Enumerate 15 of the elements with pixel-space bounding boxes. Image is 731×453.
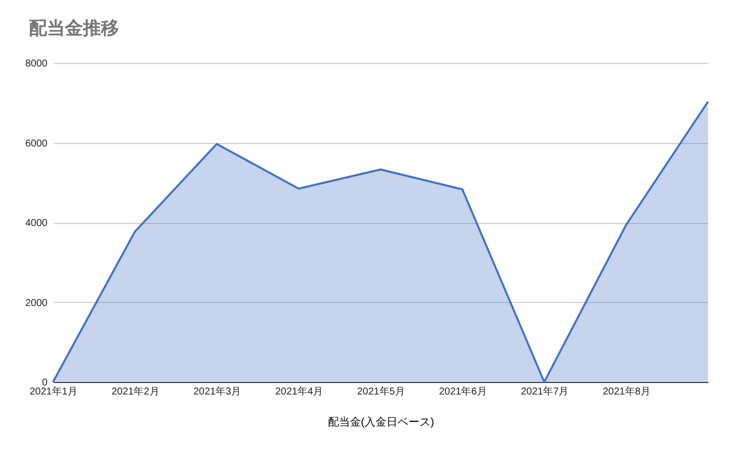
x-tick-label: 2021年4月 bbox=[275, 386, 324, 398]
y-tick-label: 8000 bbox=[25, 58, 48, 70]
x-axis-title: 配当金(入金日ベース) bbox=[328, 416, 434, 428]
x-tick-label: 2021年6月 bbox=[438, 386, 487, 398]
y-tick-label: 4000 bbox=[25, 218, 48, 229]
x-tick-label: 2021年2月 bbox=[111, 386, 160, 398]
x-tick-label: 2021年8月 bbox=[602, 386, 651, 398]
chart-title: 配当金推移 bbox=[29, 18, 119, 38]
y-tick-label: 6000 bbox=[25, 138, 48, 150]
y-tick-label: 0 bbox=[42, 378, 48, 388]
x-tick-label: 2021年7月 bbox=[520, 386, 569, 398]
y-tick-label: 2000 bbox=[25, 298, 48, 309]
x-tick-label: 2021年5月 bbox=[357, 386, 405, 398]
x-tick-label: 2021年3月 bbox=[193, 386, 242, 398]
x-tick-label: 2021年1月 bbox=[30, 386, 78, 398]
